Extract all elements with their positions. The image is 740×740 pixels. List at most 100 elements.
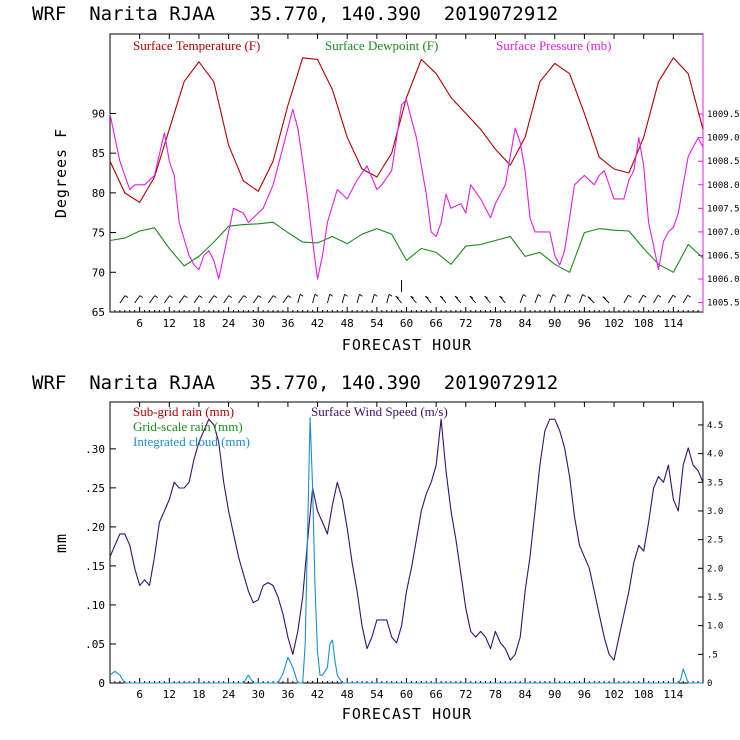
x-tick-label: 90 bbox=[548, 688, 561, 701]
panel-title: WRF Narita RJAA 35.770, 140.390 20190729… bbox=[32, 3, 558, 25]
wind-barb-flag bbox=[287, 295, 292, 299]
x-tick-label: 66 bbox=[430, 688, 443, 701]
x-tick-label: 6 bbox=[136, 317, 143, 330]
x-tick-label: 78 bbox=[489, 688, 502, 701]
wind-barb-flag bbox=[359, 293, 363, 297]
wind-barb bbox=[149, 295, 156, 304]
wind-barb bbox=[163, 295, 170, 304]
y2-tick-label: 4.5 bbox=[707, 421, 723, 431]
wind-barb-flag bbox=[582, 294, 586, 297]
y-tick-label: .05 bbox=[85, 638, 105, 651]
legend-integrated-cloud: Integrated cloud (mm) bbox=[133, 434, 250, 449]
legend-temperature: Surface Temperature (F) bbox=[133, 38, 260, 53]
y-tick-label: 85 bbox=[92, 147, 105, 160]
wind-barbs bbox=[119, 280, 691, 304]
wind-barb-flag bbox=[344, 293, 348, 297]
x-tick-label: 60 bbox=[400, 688, 413, 701]
wind-barb bbox=[638, 294, 644, 304]
y-tick-label: .30 bbox=[85, 443, 105, 456]
wind-barb-flag bbox=[184, 295, 188, 299]
x-tick-label: 84 bbox=[518, 688, 532, 701]
y2-tick-label: 2.5 bbox=[707, 536, 723, 546]
y-axis-label: mm bbox=[52, 533, 70, 553]
y2-tick-label: 1007.5 bbox=[707, 204, 740, 214]
y2-tick-label: 0 bbox=[707, 679, 712, 689]
x-tick-label: 108 bbox=[634, 688, 654, 701]
wind-barb-flag bbox=[198, 295, 203, 299]
x-tick-label: 30 bbox=[252, 317, 265, 330]
panel-title: WRF Narita RJAA 35.770, 140.390 20190729… bbox=[32, 372, 558, 394]
legend-gridscale-rain: Grid-scale rain (mm) bbox=[133, 419, 243, 434]
y2-tick-label: 3.5 bbox=[707, 478, 723, 488]
wind-barb-flag bbox=[388, 293, 393, 297]
y2-tick-label: 1.5 bbox=[707, 593, 723, 603]
legend-pressure: Surface Pressure (mb) bbox=[496, 38, 612, 53]
y-axis-label: Degrees F bbox=[52, 128, 70, 218]
y-tick-label: .25 bbox=[85, 482, 105, 495]
y2-tick-label: 1.0 bbox=[707, 622, 723, 632]
wind-barb-flag bbox=[299, 293, 304, 297]
wind-barb bbox=[579, 294, 583, 304]
wind-barb bbox=[282, 295, 289, 304]
x-tick-label: 24 bbox=[222, 317, 236, 330]
wind-barb-flag bbox=[522, 294, 527, 297]
x-tick-label: 96 bbox=[578, 688, 591, 701]
y-tick-label: .15 bbox=[85, 560, 105, 573]
series-line-surface-wind-speed-m-s bbox=[109, 418, 704, 661]
wind-barb-flag bbox=[628, 294, 632, 298]
wind-barb-flag bbox=[258, 295, 262, 299]
wind-barb bbox=[193, 295, 200, 304]
series-line-surface-temperature-f bbox=[109, 57, 704, 203]
x-tick-label: 66 bbox=[430, 317, 443, 330]
wind-barb-flag bbox=[439, 295, 444, 299]
y-tick-label: 70 bbox=[92, 266, 105, 279]
y2-tick-label: 1007.0 bbox=[707, 228, 740, 238]
wind-barb-flag bbox=[124, 295, 129, 299]
series-line-surface-pressure-mb bbox=[109, 99, 704, 280]
x-tick-label: 48 bbox=[341, 317, 354, 330]
precipitation-panel: WRF Narita RJAA 35.770, 140.390 20190729… bbox=[32, 372, 723, 723]
wind-barb bbox=[519, 294, 524, 304]
y2-tick-label: 1008.5 bbox=[707, 157, 740, 167]
x-tick-label: 102 bbox=[604, 317, 624, 330]
temperature-panel: WRF Narita RJAA 35.770, 140.390 20190729… bbox=[32, 3, 740, 354]
wind-barb-flag bbox=[687, 294, 691, 298]
wind-barb bbox=[297, 294, 301, 304]
wind-barb-flag bbox=[273, 295, 277, 299]
wind-barb bbox=[252, 295, 259, 304]
x-axis-label: FORECAST HOUR bbox=[342, 336, 472, 354]
y-tick-label: 75 bbox=[92, 227, 105, 240]
wind-barb bbox=[208, 295, 215, 304]
wind-barb bbox=[312, 294, 316, 304]
x-tick-label: 12 bbox=[163, 317, 176, 330]
x-tick-label: 18 bbox=[192, 317, 205, 330]
x-tick-label: 78 bbox=[489, 317, 502, 330]
x-tick-label: 90 bbox=[548, 317, 561, 330]
wind-barb bbox=[371, 294, 375, 304]
wind-barb-flag bbox=[469, 295, 474, 299]
y2-tick-label: 1006.0 bbox=[707, 275, 740, 285]
wind-barb bbox=[119, 295, 126, 304]
y2-tick-label: 2.0 bbox=[707, 564, 723, 574]
wind-barb bbox=[178, 295, 185, 304]
y-tick-label: 65 bbox=[92, 306, 105, 319]
wind-barb bbox=[326, 294, 331, 304]
y2-tick-label: .5 bbox=[707, 650, 718, 660]
wind-barb-flag bbox=[213, 295, 218, 299]
x-tick-label: 36 bbox=[281, 688, 294, 701]
wind-barb bbox=[386, 294, 390, 304]
wind-barb bbox=[223, 295, 230, 304]
x-tick-label: 102 bbox=[604, 688, 624, 701]
x-tick-label: 114 bbox=[663, 688, 683, 701]
wind-barb-flag bbox=[537, 294, 542, 297]
plot-frame bbox=[109, 33, 704, 313]
series-group bbox=[109, 57, 704, 280]
legend: Sub-grid rain (mm) Grid-scale rain (mm) … bbox=[133, 404, 448, 449]
x-tick-label: 114 bbox=[663, 317, 683, 330]
y2-tick-label: 1008.0 bbox=[707, 181, 740, 191]
legend-subgrid-rain: Sub-grid rain (mm) bbox=[133, 404, 234, 419]
wind-barb-flag bbox=[602, 296, 606, 300]
y2-tick-label: 1009.5 bbox=[707, 110, 740, 120]
y-tick-label: 80 bbox=[92, 187, 105, 200]
